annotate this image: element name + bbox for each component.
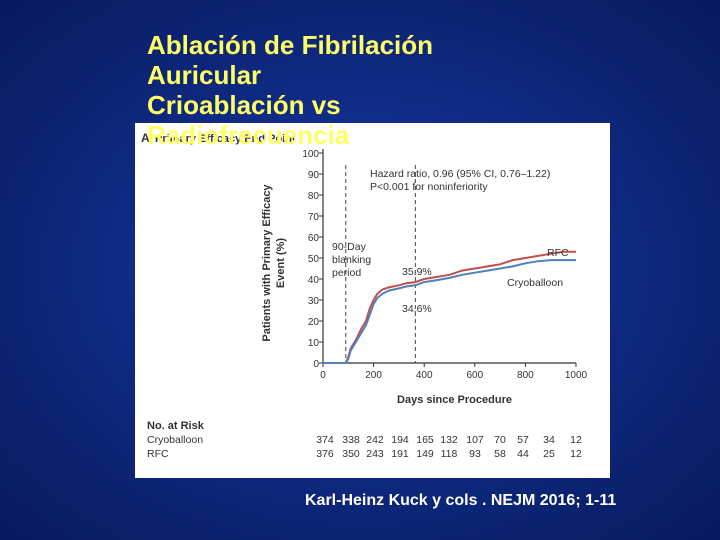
no-at-risk-value: 338: [342, 434, 360, 446]
no-at-risk-value: 34: [543, 434, 555, 446]
y-tick-label: 70: [308, 212, 320, 223]
p-value-annotation: P<0.001 for noninferiority: [370, 181, 488, 193]
y-tick-label: 20: [308, 317, 320, 328]
no-at-risk-value: 118: [441, 448, 458, 460]
no-at-risk-value: 165: [416, 434, 434, 446]
no-at-risk-header: No. at Risk: [147, 420, 205, 432]
y-axis-label: Patients with Primary Efficacy: [261, 184, 273, 342]
slide-title-line: Auricular: [147, 60, 262, 90]
panel-label: A: [141, 131, 150, 145]
kaplan-meier-chart: A Primary Efficacy End Point 0 10 20 30 40 50 60…: [141, 131, 588, 460]
y-tick-label: 80: [308, 191, 320, 202]
x-tick-label: 1000: [565, 370, 588, 381]
no-at-risk-value: 12: [570, 434, 582, 446]
citation: Karl-Heinz Kuck y cols . NEJM 2016; 1-11: [305, 492, 617, 509]
slide-title-line: Ablación de Fibrilación: [147, 30, 434, 60]
hazard-ratio-annotation: Hazard ratio, 0.96 (95% CI, 0.76–1.22): [370, 168, 550, 180]
y-axis-label: Event (%): [275, 238, 287, 288]
no-at-risk-row-label: Cryoballoon: [147, 434, 203, 446]
no-at-risk-value: 93: [469, 448, 481, 460]
y-tick-label: 0: [313, 359, 319, 370]
blanking-period-label: blanking: [332, 254, 371, 266]
chart-figure: A Primary Efficacy End Point 0 10 20 30 40 50 60…: [135, 123, 610, 478]
blanking-period-label: 90-Day: [332, 241, 367, 253]
y-tick-label: 100: [302, 149, 319, 160]
no-at-risk-value: 107: [466, 434, 484, 446]
no-at-risk-value: 350: [342, 448, 360, 460]
y-tick-label: 10: [308, 338, 320, 349]
series-label-cryoballoon: Cryoballoon: [507, 277, 563, 289]
no-at-risk-value: 58: [494, 448, 506, 460]
y-tick-label: 50: [308, 254, 320, 265]
y-tick-label: 30: [308, 296, 320, 307]
cryoballoon-percent-label: 34.6%: [402, 303, 432, 315]
series-label-rfc: RFC: [547, 247, 569, 259]
no-at-risk-row-label: RFC: [147, 448, 169, 460]
no-at-risk-value: 132: [440, 434, 458, 446]
x-tick-label: 600: [466, 370, 483, 381]
series-line-rfc: [323, 250, 576, 364]
slide-title-line: Crioablación vs: [147, 90, 341, 120]
rfc-percent-label: 35.9%: [402, 266, 432, 278]
no-at-risk-value: 242: [366, 434, 384, 446]
blanking-period-label: period: [332, 267, 361, 279]
series-line-cryoballoon: [323, 259, 576, 364]
y-tick-label: 90: [308, 170, 320, 181]
chart-title: Primary Efficacy End Point: [155, 133, 296, 145]
x-tick-label: 800: [517, 370, 534, 381]
x-tick-label: 200: [365, 370, 382, 381]
y-tick-label: 60: [308, 233, 320, 244]
no-at-risk-value: 12: [570, 448, 582, 460]
x-tick-label: 400: [416, 370, 433, 381]
slide-title-line: Radiofrecuencia: [147, 120, 350, 150]
no-at-risk-value: 194: [391, 434, 409, 446]
no-at-risk-value: 70: [494, 434, 506, 446]
y-tick-label: 40: [308, 275, 320, 286]
no-at-risk-value: 57: [517, 434, 529, 446]
x-axis-label: Days since Procedure: [397, 394, 512, 406]
x-tick-label: 0: [320, 370, 326, 381]
no-at-risk-value: 376: [316, 448, 334, 460]
no-at-risk-value: 243: [366, 448, 384, 460]
no-at-risk-value: 191: [391, 448, 409, 460]
no-at-risk-value: 374: [316, 434, 334, 446]
no-at-risk-value: 44: [517, 448, 529, 460]
no-at-risk-value: 149: [416, 448, 434, 460]
no-at-risk-value: 25: [543, 448, 555, 460]
slide-title: Ablación de Fibrilación Auricular Crioab…: [147, 30, 567, 150]
